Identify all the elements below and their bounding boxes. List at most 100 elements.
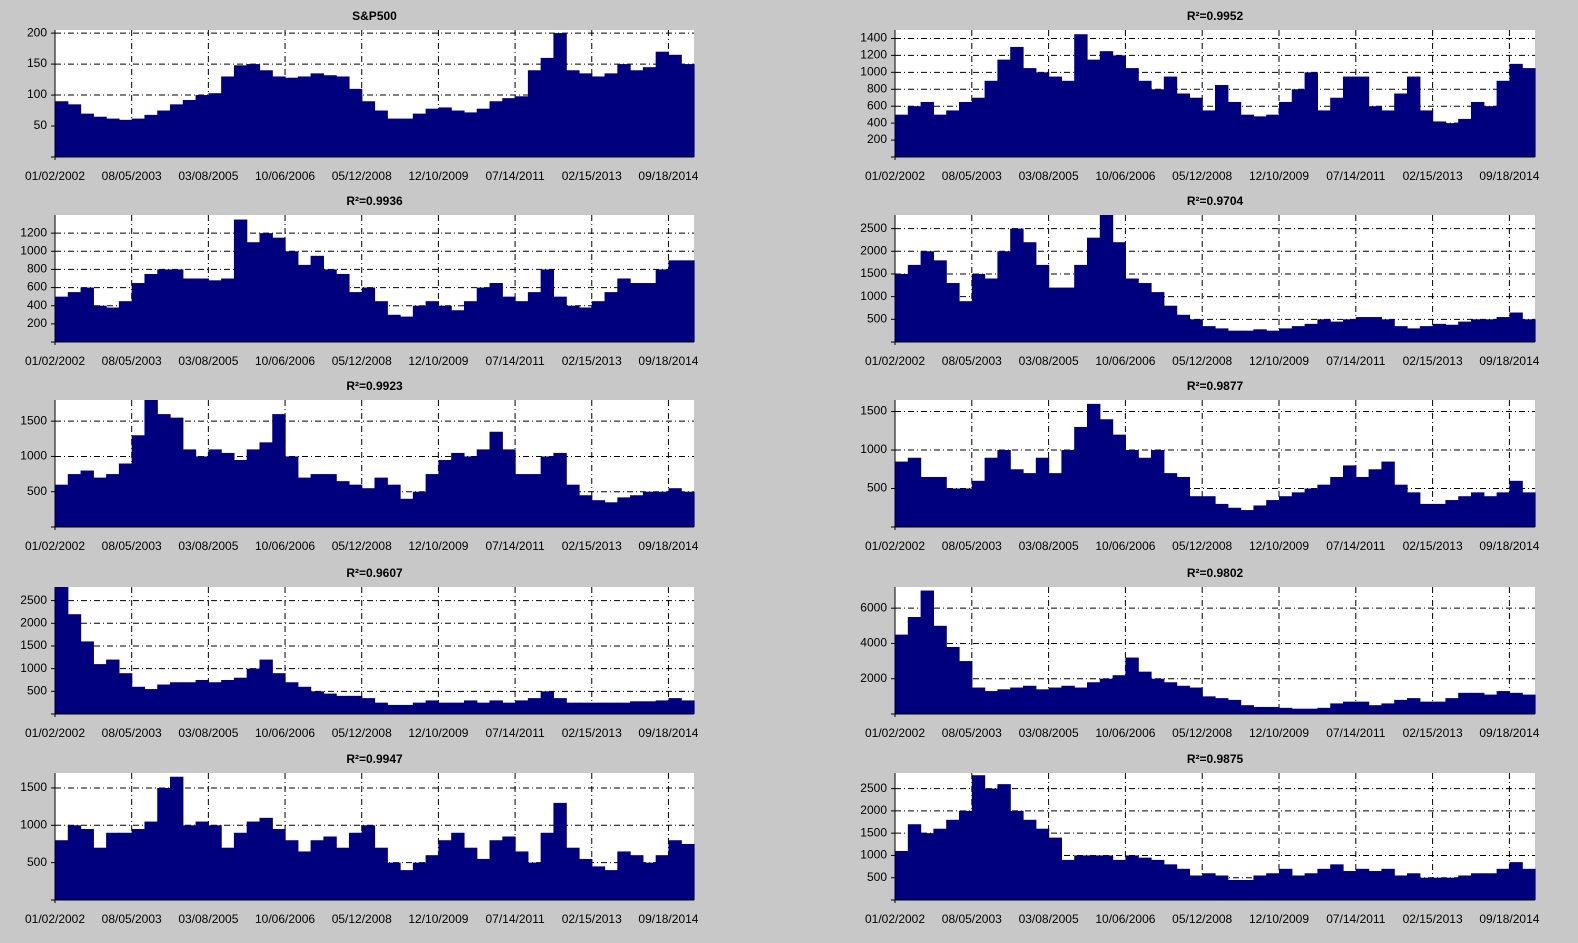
bar [997, 450, 1011, 527]
bar [1317, 868, 1331, 900]
bar [1023, 819, 1037, 900]
bar [1509, 480, 1523, 527]
y-tick-label: 1500 [860, 266, 887, 280]
x-tick-label: 07/14/2011 [485, 169, 544, 183]
x-tick-label: 08/05/2003 [942, 539, 1002, 553]
bar [604, 502, 618, 527]
x-tick-label: 12/10/2009 [408, 539, 468, 553]
bar [668, 840, 682, 900]
x-tick-label: 01/02/2002 [25, 354, 85, 368]
bar [1240, 705, 1254, 714]
bar [578, 858, 593, 900]
bar [681, 260, 695, 342]
bar [984, 691, 998, 714]
bar [195, 278, 209, 342]
bar [233, 677, 248, 714]
bar [195, 95, 209, 157]
bar [1419, 877, 1434, 900]
bar [1394, 326, 1408, 342]
x-tick-label: 08/05/2003 [102, 169, 162, 183]
bar [1163, 682, 1178, 714]
bar [221, 452, 235, 527]
bar [933, 476, 947, 527]
bar [681, 491, 695, 527]
bar [1407, 76, 1421, 157]
bar [1317, 110, 1331, 157]
bar [630, 855, 644, 900]
x-tick-label: 10/06/2006 [1095, 169, 1155, 183]
bar [515, 301, 529, 342]
x-tick-label: 12/10/2009 [1249, 539, 1309, 553]
bar [208, 682, 222, 714]
bar [1445, 698, 1459, 714]
y-tick-label: 100 [27, 87, 47, 101]
bar [157, 684, 171, 714]
bar [361, 101, 376, 157]
y-tick-label: 1200 [20, 225, 47, 239]
bar [1010, 46, 1024, 157]
bar [907, 264, 922, 342]
bar [502, 836, 516, 900]
y-tick-label: 50 [34, 118, 48, 132]
x-tick-label: 10/06/2006 [255, 726, 315, 740]
bar [1483, 873, 1498, 900]
chart-title: R²=0.9875 [1187, 752, 1244, 766]
bar [1496, 868, 1510, 900]
y-tick-label: 200 [867, 132, 887, 146]
bar [1458, 496, 1472, 527]
x-tick-label: 01/02/2002 [865, 912, 925, 926]
bar [946, 819, 960, 900]
x-tick-label: 12/10/2009 [1249, 726, 1309, 740]
bar [591, 866, 606, 900]
bar [80, 470, 94, 527]
bar [323, 693, 337, 714]
x-tick-label: 02/15/2013 [1403, 169, 1463, 183]
subplot: R²=0.9947 500 1000 1500 01/02/2002 08/05/2003… [20, 752, 698, 926]
bar [1419, 326, 1434, 342]
bar [1023, 473, 1037, 527]
bar [1112, 55, 1126, 157]
bar [80, 287, 94, 342]
bar [246, 242, 261, 342]
x-tick-label: 12/10/2009 [1249, 912, 1309, 926]
bar [1087, 855, 1101, 900]
x-tick-label: 05/12/2008 [332, 726, 392, 740]
bar [1304, 708, 1318, 714]
bar [489, 283, 503, 342]
bar [157, 787, 171, 900]
bar [412, 702, 427, 714]
bar [131, 118, 146, 157]
bar [272, 829, 286, 900]
bar [1061, 287, 1075, 342]
bar [907, 106, 922, 157]
bar [1202, 326, 1216, 342]
bar [1368, 705, 1382, 714]
bar [1138, 857, 1152, 900]
bar [515, 96, 529, 157]
bar [1189, 97, 1203, 157]
bar [310, 840, 324, 900]
x-tick-label: 09/18/2014 [1479, 169, 1539, 183]
bar [1099, 678, 1114, 714]
x-tick-label: 08/05/2003 [102, 354, 162, 368]
bar [540, 269, 555, 342]
bar [1317, 484, 1331, 527]
bar [1368, 469, 1382, 527]
bar [170, 776, 184, 900]
bar [182, 682, 197, 714]
x-tick-label: 02/15/2013 [1403, 354, 1463, 368]
bar [971, 775, 986, 900]
bar [1432, 323, 1446, 342]
bar [131, 283, 146, 342]
bar [1202, 496, 1216, 527]
y-tick-label: 800 [27, 262, 47, 276]
x-tick-label: 03/08/2005 [178, 354, 238, 368]
bar [144, 273, 158, 342]
x-tick-label: 03/08/2005 [1019, 169, 1079, 183]
x-tick-label: 05/12/2008 [1172, 539, 1232, 553]
bar [1330, 703, 1344, 714]
bar [310, 691, 324, 714]
bar [144, 689, 158, 714]
bar [1291, 492, 1306, 527]
